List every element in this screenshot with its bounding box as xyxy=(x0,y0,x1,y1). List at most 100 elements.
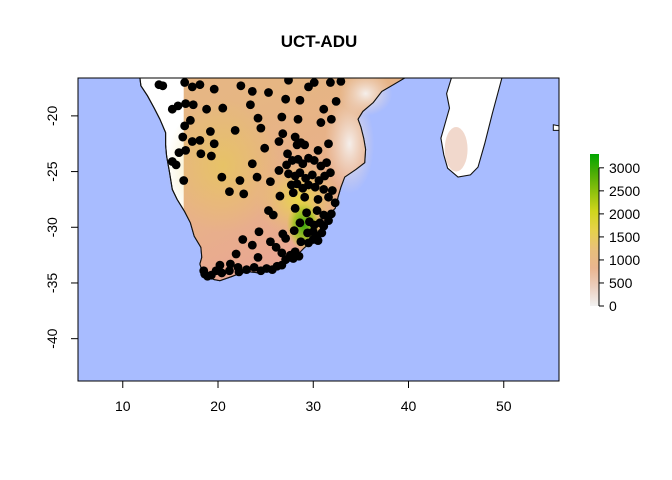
survey-point xyxy=(247,86,257,96)
survey-point xyxy=(225,187,234,197)
legend-tick-label: 500 xyxy=(609,275,633,291)
survey-point xyxy=(181,146,191,155)
survey-point xyxy=(236,81,246,91)
survey-point xyxy=(288,188,298,198)
survey-point xyxy=(218,103,228,113)
survey-point xyxy=(200,269,210,279)
plot-area xyxy=(78,78,559,381)
legend-tick-label: 1500 xyxy=(609,229,640,245)
survey-point xyxy=(295,95,305,105)
survey-point xyxy=(274,137,284,146)
survey-point xyxy=(288,254,298,263)
survey-point xyxy=(253,252,263,262)
survey-point xyxy=(205,127,215,136)
survey-point xyxy=(178,132,188,142)
mauritius xyxy=(552,124,559,131)
survey-point xyxy=(239,189,249,199)
survey-point xyxy=(209,84,219,94)
survey-point xyxy=(290,132,300,142)
survey-point xyxy=(275,191,285,201)
survey-point xyxy=(326,168,335,178)
legend-ticks: 0 500 1000 1500 2000 2500 3000 xyxy=(598,160,640,314)
survey-point xyxy=(247,159,257,169)
y-tick-label: -25 xyxy=(44,161,60,181)
y-tick-label: -30 xyxy=(44,217,60,237)
survey-point xyxy=(277,112,287,122)
survey-point xyxy=(312,206,322,215)
x-tick-label: 30 xyxy=(305,398,321,414)
survey-point xyxy=(322,158,331,168)
survey-point xyxy=(281,234,291,243)
survey-point xyxy=(253,113,263,123)
survey-point xyxy=(271,242,281,252)
survey-point xyxy=(225,259,235,269)
survey-point xyxy=(307,170,317,180)
survey-point xyxy=(324,139,333,149)
survey-point xyxy=(266,177,275,186)
survey-point xyxy=(242,265,251,275)
survey-point xyxy=(283,149,292,159)
survey-points xyxy=(154,78,346,281)
survey-point xyxy=(158,81,168,91)
survey-point xyxy=(234,267,244,277)
survey-point xyxy=(313,146,323,155)
survey-point xyxy=(187,82,197,92)
survey-point xyxy=(217,268,227,278)
chart-title: UCT-ADU xyxy=(281,32,358,51)
survey-point xyxy=(327,186,337,195)
survey-point xyxy=(260,143,270,153)
survey-point xyxy=(196,149,206,159)
survey-point xyxy=(277,260,287,270)
x-axis: 10 20 30 40 50 xyxy=(115,380,512,414)
survey-point xyxy=(209,139,219,149)
survey-point xyxy=(313,195,323,204)
survey-point xyxy=(230,125,240,135)
survey-point xyxy=(254,227,264,237)
survey-point xyxy=(245,100,255,110)
survey-point xyxy=(330,198,340,208)
legend-tick-label: 2000 xyxy=(609,206,640,222)
survey-point xyxy=(235,176,245,185)
survey-point xyxy=(180,121,190,131)
survey-point xyxy=(179,176,189,185)
mozambique-coastal-plain xyxy=(324,93,375,194)
survey-point xyxy=(180,78,190,87)
survey-point xyxy=(324,192,333,202)
survey-point xyxy=(300,140,310,150)
survey-point xyxy=(313,236,323,246)
survey-point xyxy=(309,78,319,87)
survey-point xyxy=(324,216,333,225)
survey-point xyxy=(187,137,197,146)
survey-point xyxy=(195,135,205,145)
survey-point xyxy=(326,209,336,219)
survey-point xyxy=(249,262,259,272)
elevation-legend: 0 500 1000 1500 2000 2500 3000 xyxy=(590,154,640,314)
survey-point xyxy=(171,160,181,170)
survey-point xyxy=(202,104,211,114)
kalahari-tint xyxy=(165,99,280,233)
legend-tick-label: 3000 xyxy=(609,160,640,176)
survey-point xyxy=(281,94,291,104)
survey-point xyxy=(277,248,287,258)
survey-point xyxy=(195,80,205,90)
survey-point xyxy=(298,159,308,169)
survey-point xyxy=(185,115,195,125)
y-tick-label: -40 xyxy=(44,328,60,348)
survey-point xyxy=(231,249,241,259)
legend-tick-label: 0 xyxy=(609,298,617,314)
survey-point xyxy=(188,100,198,110)
survey-point xyxy=(284,169,293,179)
survey-point xyxy=(319,184,329,194)
survey-point xyxy=(326,78,335,87)
survey-point xyxy=(174,148,184,158)
survey-point xyxy=(293,114,303,124)
survey-point xyxy=(217,172,227,182)
survey-point xyxy=(225,266,234,276)
survey-point xyxy=(289,226,299,236)
survey-point xyxy=(295,218,305,228)
survey-point xyxy=(252,172,262,182)
legend-tick-label: 2500 xyxy=(609,183,640,199)
survey-point xyxy=(284,78,293,85)
survey-point xyxy=(310,182,320,192)
survey-point xyxy=(290,203,300,213)
